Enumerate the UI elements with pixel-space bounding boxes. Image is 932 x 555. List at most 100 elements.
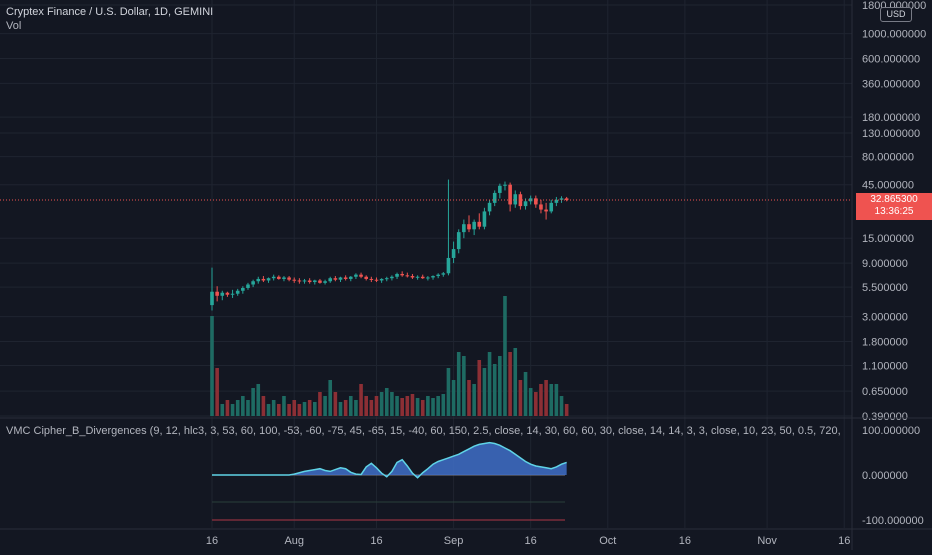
volume-bar[interactable] [482,368,487,416]
volume-bar[interactable] [456,352,461,416]
candle-body[interactable] [256,278,261,282]
volume-bar[interactable] [462,356,466,416]
volume-bar[interactable] [271,400,276,416]
volume-bar[interactable] [508,352,512,416]
candle-body[interactable] [487,202,492,212]
candle-body[interactable] [431,276,435,278]
candle-body[interactable] [400,273,404,276]
candle-body[interactable] [333,278,338,280]
volume-bar[interactable] [323,396,327,416]
volume-bar[interactable] [467,380,471,416]
candle-body[interactable] [225,292,230,295]
candle-body[interactable] [251,281,255,285]
volume-bar[interactable] [410,394,415,416]
candle-body[interactable] [482,211,487,227]
candle-body[interactable] [420,276,425,279]
price-tick-label[interactable]: 180.000000 [862,112,920,124]
volume-bar[interactable] [246,400,250,416]
candle-body[interactable] [266,278,271,281]
time-tick-label[interactable]: 16 [679,535,691,547]
volume-bar[interactable] [333,392,338,416]
volume-bar[interactable] [446,368,451,416]
volume-bar[interactable] [420,400,425,416]
volume-bar[interactable] [261,396,266,416]
volume-bar[interactable] [549,384,554,416]
candle-body[interactable] [297,280,302,282]
price-tick-label[interactable]: 9.000000 [862,258,908,270]
volume-bar[interactable] [354,400,358,416]
candle-body[interactable] [410,276,415,278]
volume-bar[interactable] [220,404,225,416]
candle-body[interactable] [446,257,451,274]
volume-bar[interactable] [436,396,440,416]
candle-body[interactable] [379,278,384,281]
candle-body[interactable] [348,276,353,279]
volume-bar[interactable] [328,380,333,416]
candle-body[interactable] [390,276,394,279]
candle-body[interactable] [508,184,512,205]
candle-body[interactable] [384,278,389,280]
candle-body[interactable] [415,276,420,278]
candle-body[interactable] [235,290,240,294]
candle-body[interactable] [395,273,399,277]
volume-bar[interactable] [277,404,281,416]
candle-body[interactable] [544,209,548,212]
candle-body[interactable] [220,292,225,296]
candle-body[interactable] [210,291,214,306]
currency-badge[interactable]: USD [880,7,912,22]
price-tick-label[interactable]: 15.000000 [862,233,914,245]
time-tick-label[interactable]: 16 [525,535,537,547]
price-tick-label[interactable]: 5.500000 [862,282,908,294]
candle-body[interactable] [354,274,358,277]
time-tick-label[interactable]: 16 [838,535,850,547]
volume-bar[interactable] [523,372,528,416]
price-tick-label[interactable]: 130.000000 [862,128,920,140]
symbol-title[interactable]: Cryptex Finance / U.S. Dollar, 1D, GEMIN… [6,6,214,18]
volume-bar[interactable] [307,400,312,416]
volume-bar[interactable] [292,400,297,416]
candle-body[interactable] [549,202,554,212]
volume-bar[interactable] [477,360,482,416]
candle-body[interactable] [528,198,533,202]
oscillator-tick-label[interactable]: -100.000000 [862,515,924,527]
candle-body[interactable] [554,199,559,203]
price-tick-label[interactable]: 1000.000000 [862,29,926,41]
candle-body[interactable] [564,198,569,201]
volume-bar[interactable] [559,396,564,416]
candle-body[interactable] [318,280,322,283]
candle-body[interactable] [498,185,502,193]
candle-body[interactable] [518,194,523,207]
candle-body[interactable] [338,277,343,280]
candle-body[interactable] [559,198,564,200]
volume-bar[interactable] [235,400,240,416]
volume-bar[interactable] [390,392,394,416]
volume-bar[interactable] [426,396,430,416]
volume-bar[interactable] [364,396,368,416]
oscillator-tick-label[interactable]: 0.000000 [862,470,908,482]
candle-body[interactable] [287,277,291,280]
time-tick-label[interactable]: Oct [599,535,616,547]
indicator-legend[interactable]: VMC Cipher_B_Divergences (9, 12, hlc3, 3… [6,425,841,437]
volume-bar[interactable] [534,392,538,416]
candle-body[interactable] [426,277,430,279]
volume-bar[interactable] [492,364,497,416]
volume-bar[interactable] [359,384,363,416]
volume-bar[interactable] [282,396,286,416]
candle-body[interactable] [503,184,507,186]
candle-body[interactable] [343,277,348,279]
candle-body[interactable] [369,278,374,280]
volume-bar[interactable] [210,316,214,416]
wave-area[interactable] [212,442,567,478]
volume-bar[interactable] [405,396,410,416]
volume-bar[interactable] [343,400,348,416]
time-tick-label[interactable]: Aug [284,535,304,547]
price-tick-label[interactable]: 1.100000 [862,360,908,372]
volume-bar[interactable] [415,398,420,416]
time-tick-label[interactable]: Sep [444,535,464,547]
price-tick-label[interactable]: 45.000000 [862,180,914,192]
candle-body[interactable] [261,278,266,281]
volume-bar[interactable] [518,380,523,416]
volume-bar[interactable] [297,404,302,416]
candle-body[interactable] [405,275,410,277]
candle-body[interactable] [323,281,327,283]
